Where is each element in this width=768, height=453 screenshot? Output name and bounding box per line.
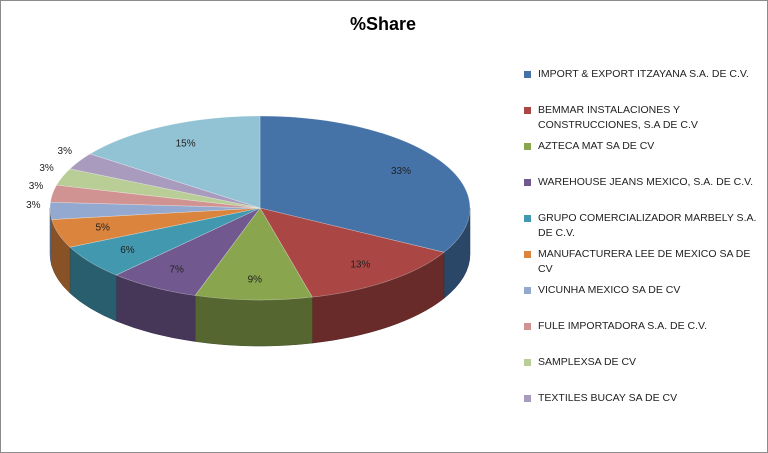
legend-label: GRUPO COMERCIALIZADOR MARBELY S.A. DE C.… (538, 212, 757, 239)
legend-swatch (524, 107, 531, 114)
legend-swatch (524, 71, 531, 78)
legend-swatch (524, 143, 531, 150)
pie-slice (50, 184, 261, 209)
legend-swatch (524, 251, 531, 258)
pie-slice (194, 207, 313, 301)
legend-label: MANUFACTURERA LEE DE MEXICO SA DE CV (538, 248, 751, 275)
pie-slice (259, 207, 445, 298)
legend-label: SAMPLEXSA DE CV (538, 356, 637, 368)
legend-item: FULE IMPORTADORA S.A. DE C.V. (524, 319, 760, 334)
pie-slice (69, 207, 261, 276)
data-label: 3% (29, 181, 44, 192)
legend-label: FULE IMPORTADORA S.A. DE C.V. (538, 320, 708, 332)
legend-label: WAREHOUSE JEANS MEXICO, S.A. DE C.V. (538, 176, 754, 188)
data-label: 33% (391, 166, 411, 177)
data-label: 3% (39, 163, 54, 174)
pie-slice (259, 115, 471, 253)
data-label: 5% (95, 223, 110, 234)
pie-slice (51, 207, 261, 248)
legend-item: MANUFACTURERA LEE DE MEXICO SA DE CV (524, 247, 760, 277)
data-label: 6% (120, 245, 135, 256)
legend-item: TEXTILES BUCAY SA DE CV (524, 391, 760, 406)
legend-item: VICUNHA MEXICO SA DE CV (524, 283, 760, 298)
data-label: 9% (248, 274, 263, 285)
data-label: 7% (169, 264, 184, 275)
data-label: 3% (26, 200, 41, 211)
data-label: 13% (350, 259, 370, 270)
legend-label: IMPORT & EXPORT ITZAYANA S.A. DE C.V. (538, 68, 749, 80)
chart-title: %Share (350, 14, 416, 34)
pie-slice (69, 153, 261, 209)
pie-slice (56, 168, 261, 209)
legend-swatch (524, 215, 531, 222)
legend-label: VICUNHA MEXICO SA DE CV (538, 284, 681, 296)
data-label: 3% (58, 146, 73, 157)
legend-item: WAREHOUSE JEANS MEXICO, S.A. DE C.V. (524, 175, 760, 190)
pie-slice (115, 207, 261, 296)
legend-swatch (524, 323, 531, 330)
legend-item: SAMPLEXSA DE CV (524, 355, 760, 370)
legend-item: BEMMAR INSTALACIONES Y CONSTRUCCIONES, S… (524, 103, 760, 133)
data-label: 15% (176, 139, 196, 150)
pie-slice (49, 201, 261, 220)
legend-item: GRUPO COMERCIALIZADOR MARBELY S.A. DE C.… (524, 211, 760, 241)
legend-item: AZTECA MAT SA DE CV (524, 139, 760, 154)
legend-item: IMPORT & EXPORT ITZAYANA S.A. DE C.V. (524, 67, 760, 82)
legend-label: TEXTILES BUCAY SA DE CV (538, 392, 678, 404)
legend-swatch (524, 395, 531, 402)
legend-label: AZTECA MAT SA DE CV (538, 140, 655, 152)
pie-slice-side (194, 295, 313, 347)
legend-swatch (524, 359, 531, 366)
legend-swatch (524, 179, 531, 186)
legend-swatch (524, 287, 531, 294)
pie-slice (89, 115, 261, 209)
legend-label: BEMMAR INSTALACIONES Y CONSTRUCCIONES, S… (538, 104, 698, 131)
